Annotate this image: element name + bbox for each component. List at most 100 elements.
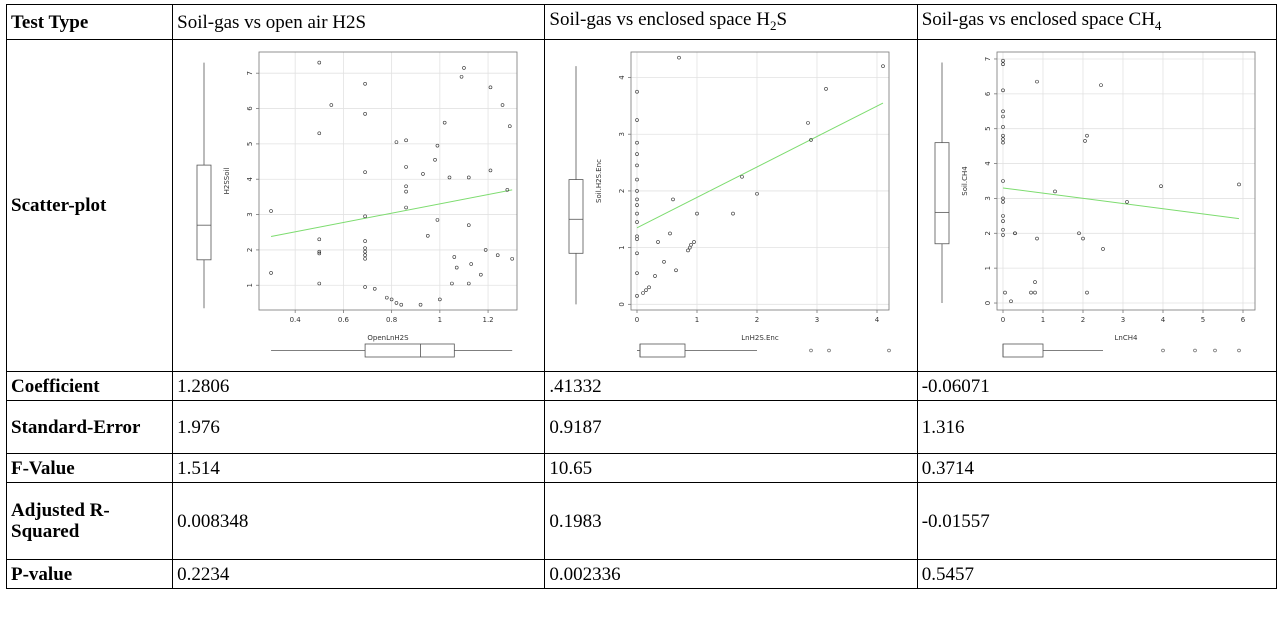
x-boxplot-outlier (1193, 348, 1197, 352)
p-value-label: P-value (5, 559, 174, 589)
data-point (824, 86, 828, 91)
data-point (442, 120, 447, 124)
y-tick-label: 6 (984, 91, 992, 96)
x-tick-label: 1 (1041, 316, 1045, 324)
data-point (317, 237, 321, 241)
y-tick-label: 2 (246, 247, 254, 251)
x-tick-label: 2 (1081, 316, 1085, 324)
results-table: Test Type Soil-gas vs open air H2S Soil-… (5, 4, 1278, 589)
data-point (1001, 178, 1005, 183)
x-tick-label: 1 (695, 316, 699, 324)
y-tick-label: 2 (618, 188, 626, 192)
x-tick-label: 0 (635, 316, 639, 324)
coefficient-value: .41332 (544, 371, 918, 401)
adj-r2-label: Adjusted R-Squared (5, 482, 174, 560)
plot-frame (996, 51, 1256, 310)
data-point (469, 261, 473, 266)
data-point (695, 211, 699, 215)
x-tick-label: 5 (1201, 316, 1205, 324)
data-point (363, 169, 367, 174)
plot-frame (630, 51, 890, 310)
x-tick-label: 0.6 (338, 316, 350, 324)
data-point (317, 251, 321, 255)
data-point (1001, 61, 1005, 66)
data-point (363, 249, 367, 253)
data-point (1085, 290, 1089, 294)
scatterplot-enclosed-ch4: 0 1 2 3 4 5 6 0 1 2 3 4 5 6 7 LnCH4 Soil.CH4 (934, 51, 1256, 357)
data-point (404, 205, 408, 209)
data-point (329, 102, 333, 107)
data-point (488, 168, 493, 172)
regression-line (636, 102, 884, 228)
data-point (418, 302, 423, 306)
adj-r2-value: -0.01557 (916, 482, 1278, 560)
regression-line (270, 188, 513, 237)
std-error-value: 1.976 (172, 400, 546, 454)
data-point (1001, 124, 1005, 129)
y-boxplot-box (934, 141, 950, 244)
data-point (1033, 290, 1037, 294)
data-point (1001, 58, 1005, 63)
header-label: Test Type (5, 4, 174, 40)
data-point (1001, 196, 1005, 200)
adj-r2-value: 0.1983 (544, 482, 918, 560)
x-boxplot-outlier (887, 348, 891, 352)
data-point (635, 270, 639, 275)
data-point (635, 202, 639, 207)
data-point (363, 252, 367, 257)
data-point (1001, 133, 1005, 137)
data-point (635, 140, 639, 145)
data-point (317, 281, 321, 285)
data-point (740, 174, 744, 179)
plot-cell-1: 0.4 0.6 0.8 1 1.2 1 2 3 4 5 6 7 OpenLnH2S H2SSoil (172, 39, 546, 372)
header-enclosed-h2s: Soil-gas vs enclosed space H2S (544, 4, 918, 40)
data-point (1159, 183, 1163, 188)
y-axis-title: Soil.H2S.Enc (595, 158, 603, 202)
data-point (1125, 199, 1129, 204)
f-value-value: 10.65 (544, 453, 918, 483)
data-point (404, 164, 408, 169)
data-point (510, 256, 514, 261)
data-point (483, 247, 488, 252)
data-point (394, 139, 399, 144)
data-point (449, 281, 454, 285)
data-point (478, 272, 483, 276)
header-enclosed-ch4: Soil-gas vs enclosed space CH4 (916, 4, 1278, 40)
data-point (363, 238, 367, 243)
data-point (635, 197, 639, 201)
data-point (1035, 79, 1039, 83)
y-tick-label: 4 (984, 160, 992, 165)
data-point (635, 188, 639, 193)
data-point (404, 189, 408, 193)
data-point (635, 219, 639, 224)
data-point (1001, 218, 1005, 223)
data-point (420, 171, 425, 176)
x-tick-label: 6 (1241, 316, 1246, 324)
data-point (363, 245, 367, 250)
data-point (384, 295, 389, 299)
data-point (363, 284, 367, 289)
data-point (488, 85, 493, 89)
data-point (459, 74, 464, 79)
data-point (635, 117, 639, 122)
data-point (1099, 82, 1103, 87)
data-point (389, 297, 394, 301)
y-tick-label: 7 (984, 56, 992, 60)
data-point (806, 120, 810, 125)
x-tick-label: 4 (1161, 316, 1166, 324)
y-tick-label: 4 (246, 176, 254, 181)
data-point (317, 130, 321, 135)
data-point (689, 242, 693, 247)
y-axis-title: Soil.CH4 (961, 165, 969, 195)
y-tick-label: 3 (984, 196, 992, 200)
data-point (466, 281, 471, 285)
data-point (653, 273, 657, 278)
data-point (1001, 232, 1005, 237)
data-point (1003, 290, 1007, 294)
data-point (635, 151, 639, 156)
data-point (1001, 140, 1005, 144)
data-point (1029, 290, 1033, 294)
x-tick-label: 4 (875, 316, 880, 324)
y-tick-label: 4 (618, 74, 626, 79)
y-boxplot-box (568, 178, 584, 254)
